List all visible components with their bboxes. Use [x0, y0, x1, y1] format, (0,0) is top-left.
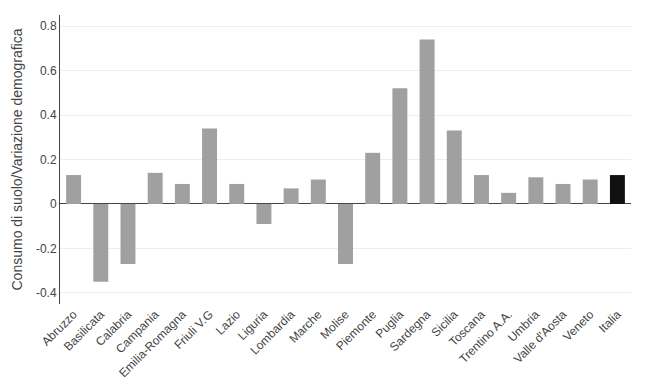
svg-text:Basilicata: Basilicata	[61, 307, 107, 353]
svg-text:Consumo di suolo/Variazione de: Consumo di suolo/Variazione demografica	[9, 28, 25, 290]
svg-text:Piemonte: Piemonte	[333, 307, 379, 353]
svg-text:Veneto: Veneto	[560, 307, 597, 344]
svg-text:Lazio: Lazio	[213, 307, 243, 337]
svg-text:-0.2: -0.2	[36, 242, 57, 256]
svg-text:-0.4: -0.4	[36, 286, 57, 300]
svg-text:Emilia-Romagna: Emilia-Romagna	[116, 307, 189, 380]
svg-text:Trentino A.A.: Trentino A.A.	[456, 307, 515, 366]
svg-text:Campania: Campania	[113, 307, 162, 356]
svg-text:Toscana: Toscana	[446, 307, 488, 349]
svg-text:Puglia: Puglia	[373, 307, 407, 341]
svg-text:0.2: 0.2	[40, 153, 57, 167]
svg-text:0.6: 0.6	[40, 64, 57, 78]
svg-text:Liguria: Liguria	[235, 307, 271, 343]
svg-text:Abruzzo: Abruzzo	[39, 307, 80, 348]
svg-text:Calabria: Calabria	[93, 307, 135, 349]
svg-text:Umbria: Umbria	[505, 307, 542, 344]
svg-text:Sardegna: Sardegna	[387, 307, 434, 354]
svg-text:Valle d'Aosta: Valle d'Aosta	[511, 307, 570, 366]
svg-text:Lombardia: Lombardia	[247, 307, 297, 357]
svg-text:Italia: Italia	[596, 307, 624, 335]
svg-text:Friuli V.G: Friuli V.G	[171, 307, 215, 351]
svg-text:Sicilia: Sicilia	[429, 307, 461, 339]
svg-text:0.4: 0.4	[40, 108, 57, 122]
svg-text:Marche: Marche	[286, 307, 324, 345]
svg-text:0: 0	[50, 197, 57, 211]
svg-text:Molise: Molise	[317, 307, 352, 342]
svg-text:0.8: 0.8	[40, 19, 57, 33]
